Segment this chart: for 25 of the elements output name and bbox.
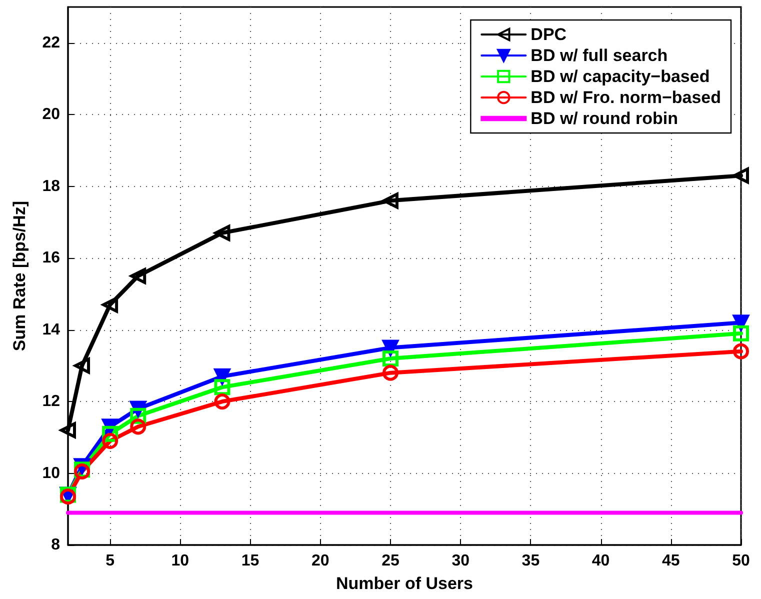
y-tick-label: 10 [42, 464, 60, 482]
x-tick-label: 35 [522, 552, 540, 570]
legend-label: BD w/ full search [530, 46, 668, 65]
x-tick-label: 40 [592, 552, 610, 570]
y-tick-label: 12 [42, 393, 60, 410]
legend-label: BD w/ capacity−based [530, 67, 710, 86]
x-tick-label: 25 [382, 552, 400, 570]
legend-label: BD w/ Fro. norm−based [530, 88, 722, 107]
y-tick-label: 18 [42, 178, 60, 195]
y-tick-label: 20 [42, 106, 60, 124]
x-axis-title: Number of Users [336, 574, 473, 593]
y-tick-label: 8 [51, 536, 60, 554]
x-tick-label: 20 [311, 552, 330, 570]
legend-label: BD w/ round robin [530, 109, 678, 128]
x-tick-label: 50 [732, 552, 750, 570]
x-tick-label: 10 [171, 552, 190, 570]
x-tick-label: 15 [241, 552, 260, 570]
x-tick-label: 30 [452, 552, 470, 570]
y-axis-title: Sum Rate [bps/Hz] [10, 200, 29, 352]
x-tick-label: 45 [662, 552, 680, 570]
legend-label: DPC [530, 25, 567, 44]
x-tick-label: 5 [106, 552, 115, 570]
y-tick-label: 14 [42, 321, 60, 338]
y-tick-label: 22 [42, 34, 60, 52]
y-tick-label: 16 [42, 250, 60, 267]
